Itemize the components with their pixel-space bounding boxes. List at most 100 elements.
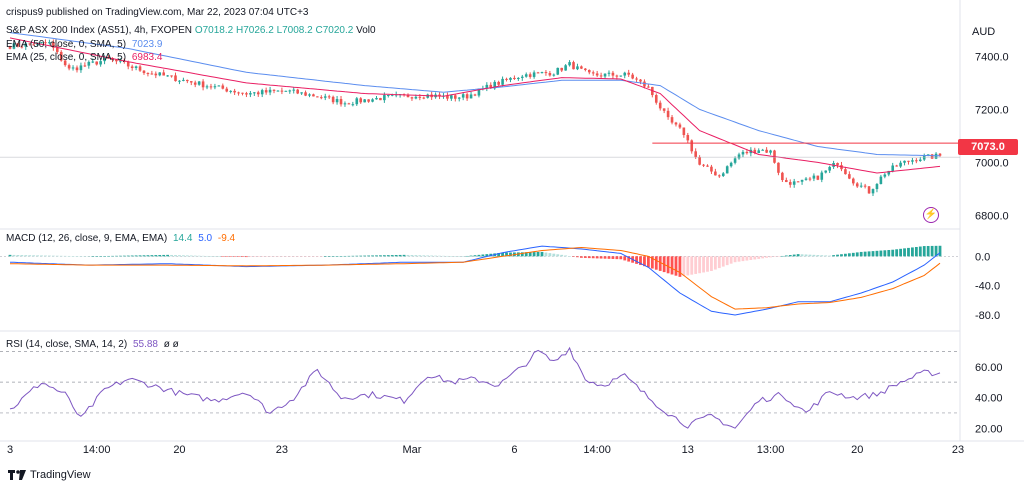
ema25-row[interactable]: EMA (25, close, 0, SMA, 5) 6983.4: [6, 52, 162, 64]
candle-body: [209, 86, 213, 88]
candle-body: [371, 99, 374, 102]
macd-histogram-bar: [765, 256, 769, 258]
macd-histogram-bar: [820, 255, 824, 257]
macd-histogram-bar: [414, 255, 418, 257]
candle-body: [678, 124, 682, 128]
macd-histogram-bar: [643, 256, 646, 267]
candle-body: [410, 97, 414, 99]
macd-histogram-bar: [300, 256, 304, 257]
macd-histogram-bar: [473, 255, 477, 257]
candle-body: [225, 88, 229, 92]
macd-histogram-bar: [205, 255, 209, 257]
macd-histogram-bar: [501, 252, 504, 257]
macd-histogram-bar: [583, 256, 587, 258]
candle-body: [662, 108, 666, 111]
candle-body: [331, 96, 335, 103]
ema50-row[interactable]: EMA (50, close, 0, SMA, 5) 7023.9: [6, 39, 162, 51]
macd-histogram-bar: [312, 256, 315, 257]
price-tick-label: 6800.0: [975, 210, 1009, 222]
macd-histogram-bar: [587, 256, 591, 259]
candle-body: [221, 85, 225, 89]
rsi-value: 55.88: [132, 339, 158, 350]
candle-body: [217, 85, 221, 87]
ema25-value: 6983.4: [131, 52, 163, 63]
ohlc-high: H7026.2: [235, 25, 274, 36]
candle-body: [706, 165, 709, 167]
symbol-title: S&P ASX 200 Index (AS51), 4h, FXOPEN: [6, 25, 193, 36]
candle-body: [406, 94, 410, 98]
candle-body: [907, 160, 910, 162]
candle-body: [308, 94, 311, 96]
rsi-legend[interactable]: RSI (14, close, SMA, 14, 2) 55.88 ø ø: [6, 339, 179, 351]
macd-histogram-bar: [327, 256, 331, 257]
candle-body: [193, 82, 197, 85]
candle-body: [323, 96, 327, 98]
candle-body: [142, 70, 146, 74]
macd-histogram-bar: [430, 255, 434, 257]
candle-body: [379, 98, 382, 101]
ohlc-open: O7018.2: [194, 25, 234, 36]
flash-icon[interactable]: ⚡: [923, 207, 939, 223]
macd-histogram-bar: [442, 255, 445, 257]
macd-histogram-bar: [706, 256, 709, 272]
candle-body: [788, 182, 792, 185]
candle-body: [729, 162, 733, 167]
macd-histogram-bar: [899, 248, 902, 257]
macd-histogram-bar: [666, 256, 670, 274]
macd-histogram-bar: [375, 255, 378, 257]
candle-body: [485, 84, 489, 89]
macd-histogram-bar: [32, 255, 36, 257]
macd-histogram-bar: [16, 255, 20, 257]
macd-histogram-bar: [449, 256, 453, 257]
macd-histogram-bar: [55, 255, 59, 257]
macd-histogram-bar: [461, 256, 465, 257]
macd-histogram-bar: [83, 256, 87, 257]
rsi-extra: ø ø: [163, 339, 179, 350]
macd-histogram-bar: [308, 256, 311, 257]
macd-histogram-bar: [367, 255, 371, 257]
candle-body: [792, 181, 796, 185]
candle-body: [867, 186, 871, 194]
candle-body: [91, 61, 95, 63]
candle-body: [891, 165, 895, 171]
macd-histogram-bar: [524, 252, 528, 257]
macd-histogram-bar: [276, 256, 280, 257]
candle-body: [55, 47, 59, 52]
macd-histogram-bar: [379, 255, 382, 257]
macd-histogram-bar: [930, 245, 934, 257]
time-tick-label: 23: [952, 444, 964, 456]
candle-body: [316, 96, 319, 98]
currency-unit: AUD: [972, 26, 996, 38]
macd-histogram-bar: [126, 255, 130, 257]
macd-histogram-bar: [552, 253, 556, 257]
macd-histogram-bar: [938, 245, 942, 257]
candle-body: [623, 72, 627, 76]
candle-body: [418, 96, 422, 98]
candle-body: [24, 43, 28, 47]
macd-histogram-bar: [847, 253, 851, 257]
macd-histogram-bar: [769, 256, 772, 258]
candle-body: [351, 104, 355, 106]
macd-histogram-bar: [402, 254, 406, 257]
macd-histogram-bar: [773, 256, 776, 257]
macd-histogram-bar: [635, 256, 638, 264]
macd-histogram-bar: [536, 252, 540, 257]
macd-histogram-bar: [256, 256, 260, 257]
macd-histogram-bar: [315, 256, 319, 257]
macd-histogram-bar: [485, 254, 489, 257]
ema50-value: 7023.9: [131, 39, 163, 50]
candle-body: [631, 74, 634, 79]
candle-body: [87, 61, 91, 66]
candle-body: [461, 94, 465, 98]
candle-body: [276, 90, 280, 92]
candle-body: [83, 65, 87, 67]
macd-histogram-bar: [304, 256, 307, 257]
candle-body: [536, 72, 540, 74]
candle-body: [714, 171, 717, 176]
macd-histogram-bar: [130, 255, 134, 257]
macd-histogram-bar: [44, 255, 47, 257]
candle-body: [363, 99, 366, 103]
macd-histogram-bar: [213, 256, 217, 257]
candle-body: [887, 170, 891, 175]
macd-legend[interactable]: MACD (12, 26, close, 9, EMA, EMA) 14.4 5…: [6, 233, 235, 245]
